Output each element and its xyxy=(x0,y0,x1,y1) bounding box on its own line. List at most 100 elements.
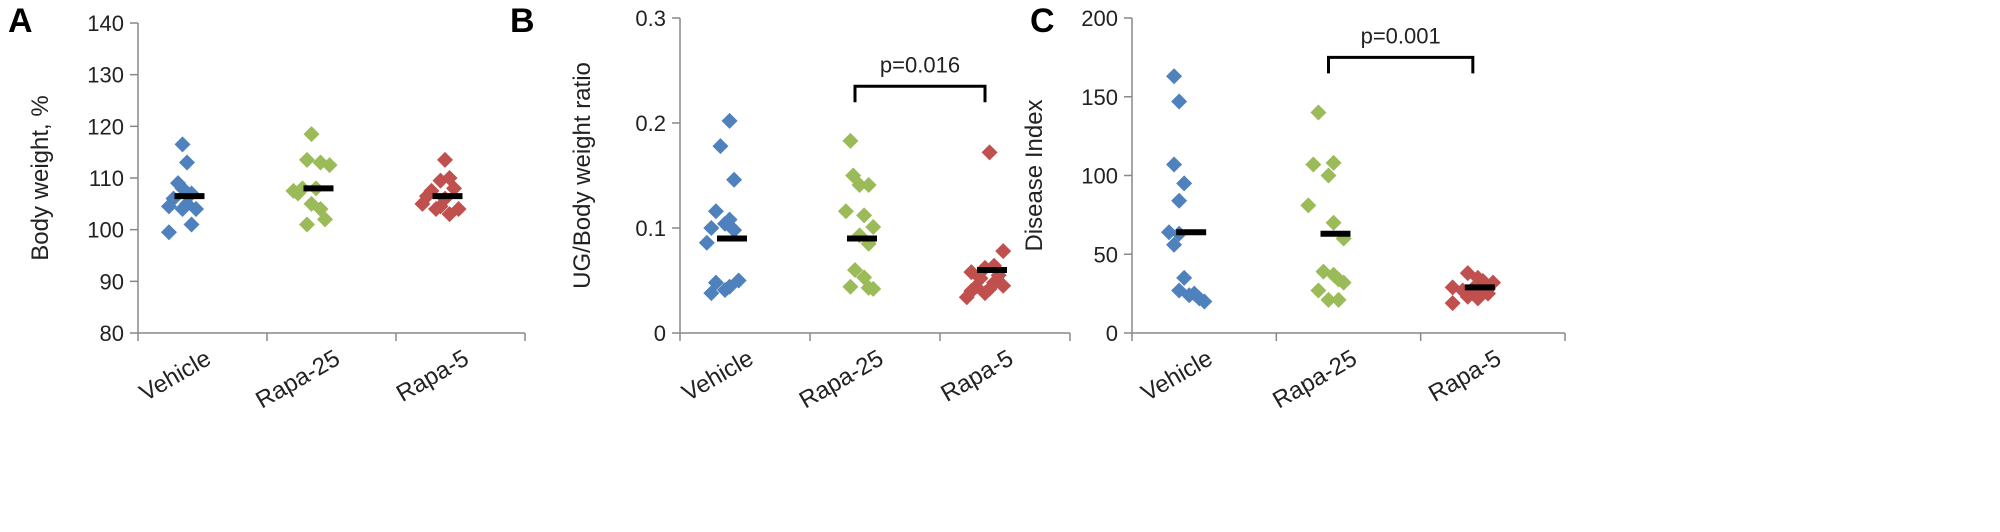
data-point xyxy=(432,172,449,189)
y-tick-label: 0.1 xyxy=(635,216,666,241)
significance-bracket xyxy=(1327,55,1475,74)
y-tick-label: 200 xyxy=(1081,6,1118,31)
data-point xyxy=(726,171,743,188)
data-point xyxy=(842,132,859,149)
data-point xyxy=(958,289,975,306)
data-point xyxy=(726,222,743,239)
data-point xyxy=(1310,104,1327,121)
y-tick-label: 120 xyxy=(87,114,124,139)
category-label: Vehicle xyxy=(135,345,216,407)
data-point xyxy=(174,136,191,153)
data-point xyxy=(1166,236,1183,253)
data-point xyxy=(698,234,715,251)
data-point xyxy=(1171,192,1188,209)
data-point xyxy=(1171,93,1188,110)
data-point xyxy=(837,203,854,220)
data-point xyxy=(865,218,882,235)
data-point xyxy=(981,144,998,161)
data-point xyxy=(179,154,196,171)
data-point xyxy=(303,126,320,143)
data-point xyxy=(1166,156,1183,173)
data-point xyxy=(441,206,458,223)
data-point xyxy=(865,280,882,297)
y-tick-label: 90 xyxy=(100,269,124,294)
category-label: Rapa-5 xyxy=(936,345,1018,408)
y-tick-label: 110 xyxy=(89,166,124,191)
data-point xyxy=(1459,288,1476,305)
data-point xyxy=(977,285,993,302)
data-point xyxy=(1320,291,1337,308)
data-point xyxy=(414,195,431,212)
data-point xyxy=(703,220,720,236)
data-point xyxy=(317,211,334,228)
data-point xyxy=(298,151,315,168)
data-point xyxy=(717,281,733,298)
y-axis-title: UG/Body weight ratio xyxy=(569,62,596,289)
p-value-label: p=0.016 xyxy=(880,52,960,77)
data-point xyxy=(437,151,454,168)
data-point xyxy=(174,201,191,217)
data-point xyxy=(707,203,724,220)
panel-b: B 0 0.1 0.2 0.3 UG/Body weight ratio Vehicle Ra… xyxy=(510,2,1071,414)
y-tick-label: 80 xyxy=(100,321,124,346)
data-point xyxy=(1335,274,1352,291)
p-value-label: p=0.001 xyxy=(1361,23,1441,48)
y-tick-label: 130 xyxy=(87,63,124,88)
data-point xyxy=(995,243,1012,260)
data-point xyxy=(1300,197,1317,214)
data-point xyxy=(1325,214,1342,231)
category-label: Vehicle xyxy=(677,345,758,407)
panel-letter: A xyxy=(8,2,33,40)
category-label: Vehicle xyxy=(1137,345,1218,407)
data-point xyxy=(289,185,306,202)
category-label: Rapa-25 xyxy=(1268,345,1361,414)
y-tick-label: 100 xyxy=(1081,164,1118,189)
y-axis-title: Body weight, % xyxy=(27,95,54,260)
data-point xyxy=(321,157,338,174)
category-label: Rapa-25 xyxy=(795,345,888,414)
data-point xyxy=(298,216,315,233)
category-label: Rapa-25 xyxy=(251,345,344,414)
data-point xyxy=(160,198,177,215)
significance-bracket xyxy=(853,84,987,103)
data-point xyxy=(856,207,873,224)
data-point xyxy=(1310,282,1327,299)
data-point xyxy=(1161,224,1178,241)
data-point xyxy=(842,278,859,295)
data-point xyxy=(446,180,463,197)
y-axis-title: Disease Index xyxy=(1021,99,1048,251)
data-point xyxy=(703,285,720,302)
y-tick-label: 0.2 xyxy=(635,111,666,136)
y-tick-label: 0 xyxy=(654,321,666,346)
data-point xyxy=(721,112,738,129)
data-point xyxy=(1176,269,1193,286)
data-point xyxy=(427,201,444,217)
data-point xyxy=(1196,293,1213,310)
data-point xyxy=(160,224,177,241)
data-point xyxy=(1305,156,1322,173)
data-point xyxy=(1469,290,1486,307)
panel-letter: C xyxy=(1030,2,1055,40)
data-point xyxy=(847,262,863,278)
data-point xyxy=(851,176,868,193)
data-point xyxy=(183,216,200,233)
y-tick-label: 50 xyxy=(1094,242,1118,267)
data-point xyxy=(1320,167,1337,184)
y-tick-label: 0 xyxy=(1106,321,1118,346)
data-point xyxy=(712,138,729,155)
data-point xyxy=(995,277,1012,294)
data-point xyxy=(1176,175,1193,192)
panel-letter: B xyxy=(510,2,535,40)
category-label: Rapa-5 xyxy=(392,345,474,408)
y-tick-label: 150 xyxy=(1081,85,1118,110)
data-point xyxy=(1166,68,1183,85)
data-point xyxy=(1325,154,1342,171)
panel-a: A 80 90 100 110 120 130 140 Body weight, % Vehicl… xyxy=(8,2,526,414)
category-label: Rapa-5 xyxy=(1424,345,1506,408)
data-point xyxy=(1330,291,1347,308)
panel-c: C 0 50 100 150 200 Disease Index Vehicle Rapa-25… xyxy=(1021,2,1566,414)
data-point xyxy=(860,176,877,193)
y-tick-label: 0.3 xyxy=(635,6,666,31)
data-point xyxy=(1444,295,1461,312)
